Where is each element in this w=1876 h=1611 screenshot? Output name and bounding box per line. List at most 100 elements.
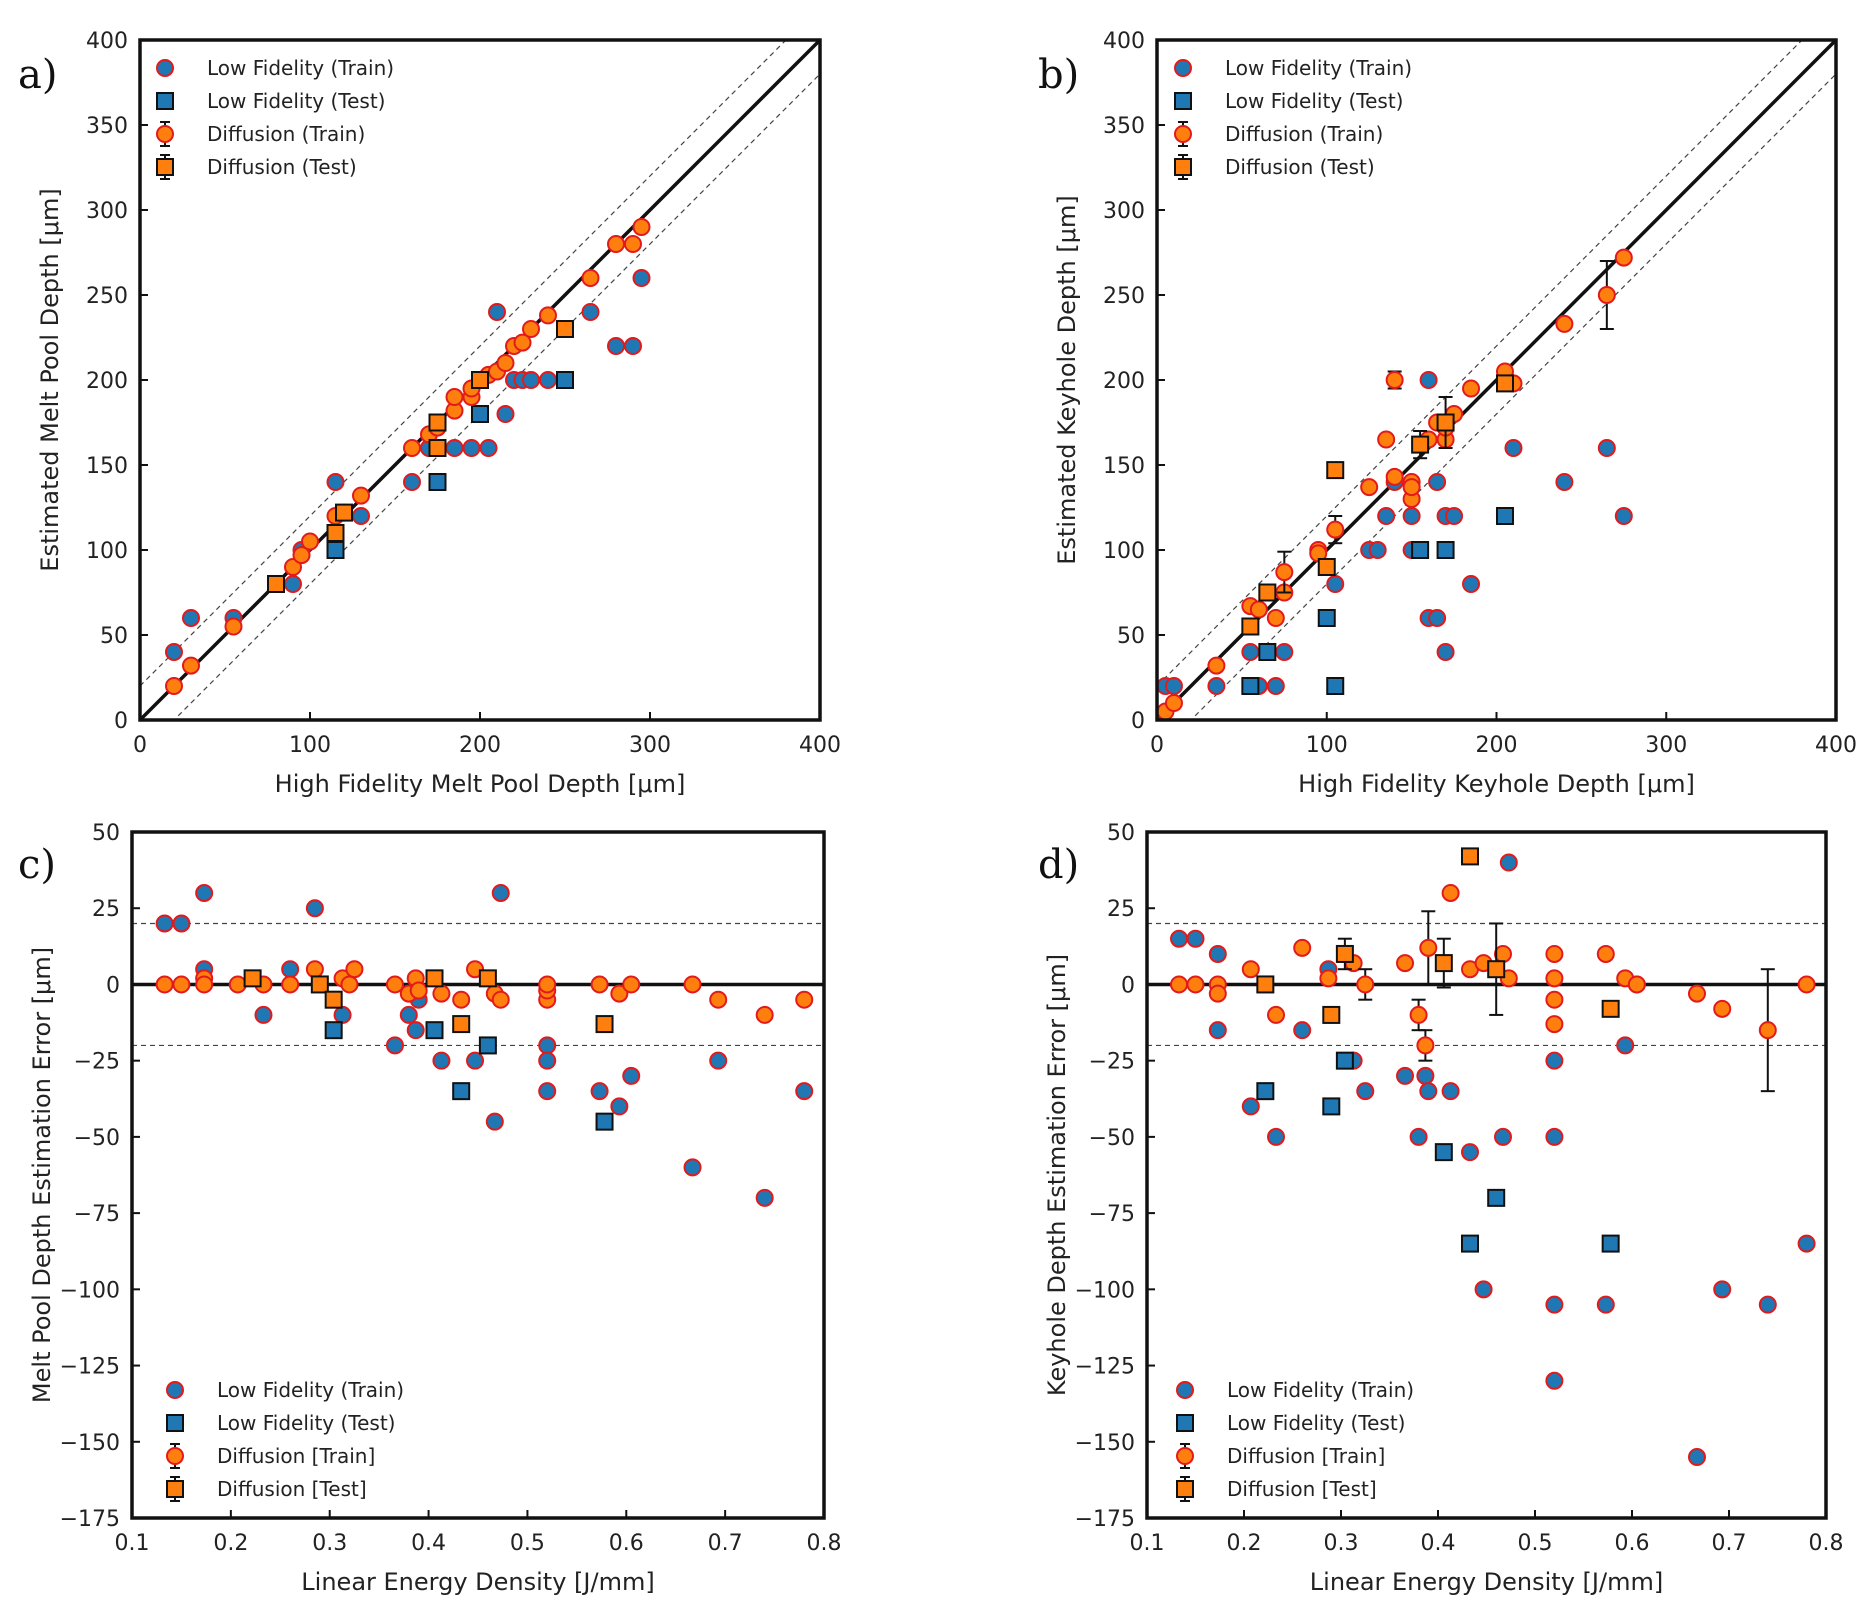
series-2 [326,371,574,559]
data-point [284,575,302,593]
series-2 [1241,507,1514,695]
legend-item: Diffusion (Test) [156,154,357,180]
series-2 [1256,1051,1620,1253]
data-point [1616,1036,1635,1055]
data-point [224,617,243,636]
y-tick-label: 400 [1103,29,1145,54]
data-point [195,883,214,902]
data-point [581,269,600,287]
legend-marker [166,1447,184,1465]
data-point [305,960,324,979]
data-point [1241,960,1260,979]
data-point [1267,1127,1286,1146]
data-point [1164,677,1183,695]
data-point [254,1005,273,1024]
y-tick-label: 300 [86,199,128,224]
data-point [333,1005,352,1024]
data-point [622,975,641,994]
data-point [1322,1097,1341,1116]
data-point [425,969,444,988]
data-point [522,320,540,338]
data-point [1208,1021,1227,1040]
data-point [513,333,532,352]
upper-band-line [140,40,787,687]
data-point [1411,435,1430,454]
data-point [1385,371,1404,389]
data-point [1409,1005,1428,1024]
y-tick-label: −50 [1089,1126,1135,1151]
data-point [556,371,574,389]
legend-item: Low Fidelity (Train) [1176,1378,1414,1402]
y-tick-label: 250 [1103,284,1145,309]
data-point [267,575,285,593]
data-point [1758,1295,1777,1314]
x-axis-label: Linear Energy Density [J/mm] [301,1568,654,1596]
y-axis-label: Estimated Melt Pool Depth [μm] [36,188,64,571]
legend-label: Low Fidelity (Train) [1227,1378,1414,1402]
data-point [709,990,728,1009]
x-tick-label: 0.8 [807,1531,842,1556]
y-tick-label: 50 [1117,624,1145,649]
data-point [1441,1082,1460,1101]
data-point [632,269,651,287]
data-point [445,388,464,406]
data-point [1687,1448,1706,1467]
data-point [385,975,404,994]
data-point [452,1015,471,1034]
data-point [1495,374,1514,393]
data-point [195,975,214,994]
data-point [622,1066,641,1085]
legend: Low Fidelity (Train) Low Fidelity (Test) D… [1176,1378,1414,1502]
data-point [491,990,510,1009]
y-tick-label: −125 [60,1355,120,1380]
data-point [1597,286,1616,304]
data-point [471,405,489,423]
y-tick-label: −25 [74,1050,120,1075]
y-tick-label: −175 [60,1507,120,1532]
data-point [466,1051,485,1070]
data-point [556,320,574,338]
x-tick-label: 0 [133,733,147,758]
data-point [301,532,319,551]
data-point [479,439,498,457]
data-point [1545,1015,1564,1034]
data-point [452,990,471,1009]
data-point [165,643,183,661]
y-tick-label: −25 [1089,1050,1135,1075]
data-point [1208,944,1227,963]
data-point [326,473,345,491]
x-tick-label: 0.2 [213,1531,248,1556]
data-point [1402,507,1421,525]
legend-label: Low Fidelity (Test) [217,1411,396,1435]
x-axis-label: High Fidelity Melt Pool Depth [μm] [275,770,686,798]
y-tick-label: 200 [86,369,128,394]
data-point [1462,575,1481,593]
legend-marker [1176,1480,1194,1498]
data-point [539,371,557,389]
data-point [755,1188,774,1207]
data-point [1428,473,1447,491]
data-point [1597,439,1616,457]
legend: Low Fidelity (Train) Low Fidelity (Test) D… [166,1378,404,1502]
series-4 [267,320,574,593]
series-4 [243,969,614,1034]
chart-panel-2: 0 100 200 300 400 0 50 100 150 200 250 300 350 400 Hig… [1038,29,1857,798]
series-3 [155,960,814,1024]
x-tick-label: 100 [289,733,331,758]
series-3 [165,218,651,695]
data-point [432,1051,451,1070]
data-point [607,337,625,355]
data-point [1322,1005,1341,1024]
data-point [326,541,345,559]
data-point [409,981,428,1000]
legend-marker [1174,59,1192,77]
y-tick-label: −175 [1075,1507,1135,1532]
y-tick-label: −50 [74,1126,120,1151]
legend-label: Diffusion (Train) [207,122,365,146]
y-tick-label: −125 [1075,1355,1135,1380]
data-point [1504,439,1523,457]
data-point [182,609,200,627]
data-point [172,914,191,933]
y-tick-label: 100 [1103,539,1145,564]
